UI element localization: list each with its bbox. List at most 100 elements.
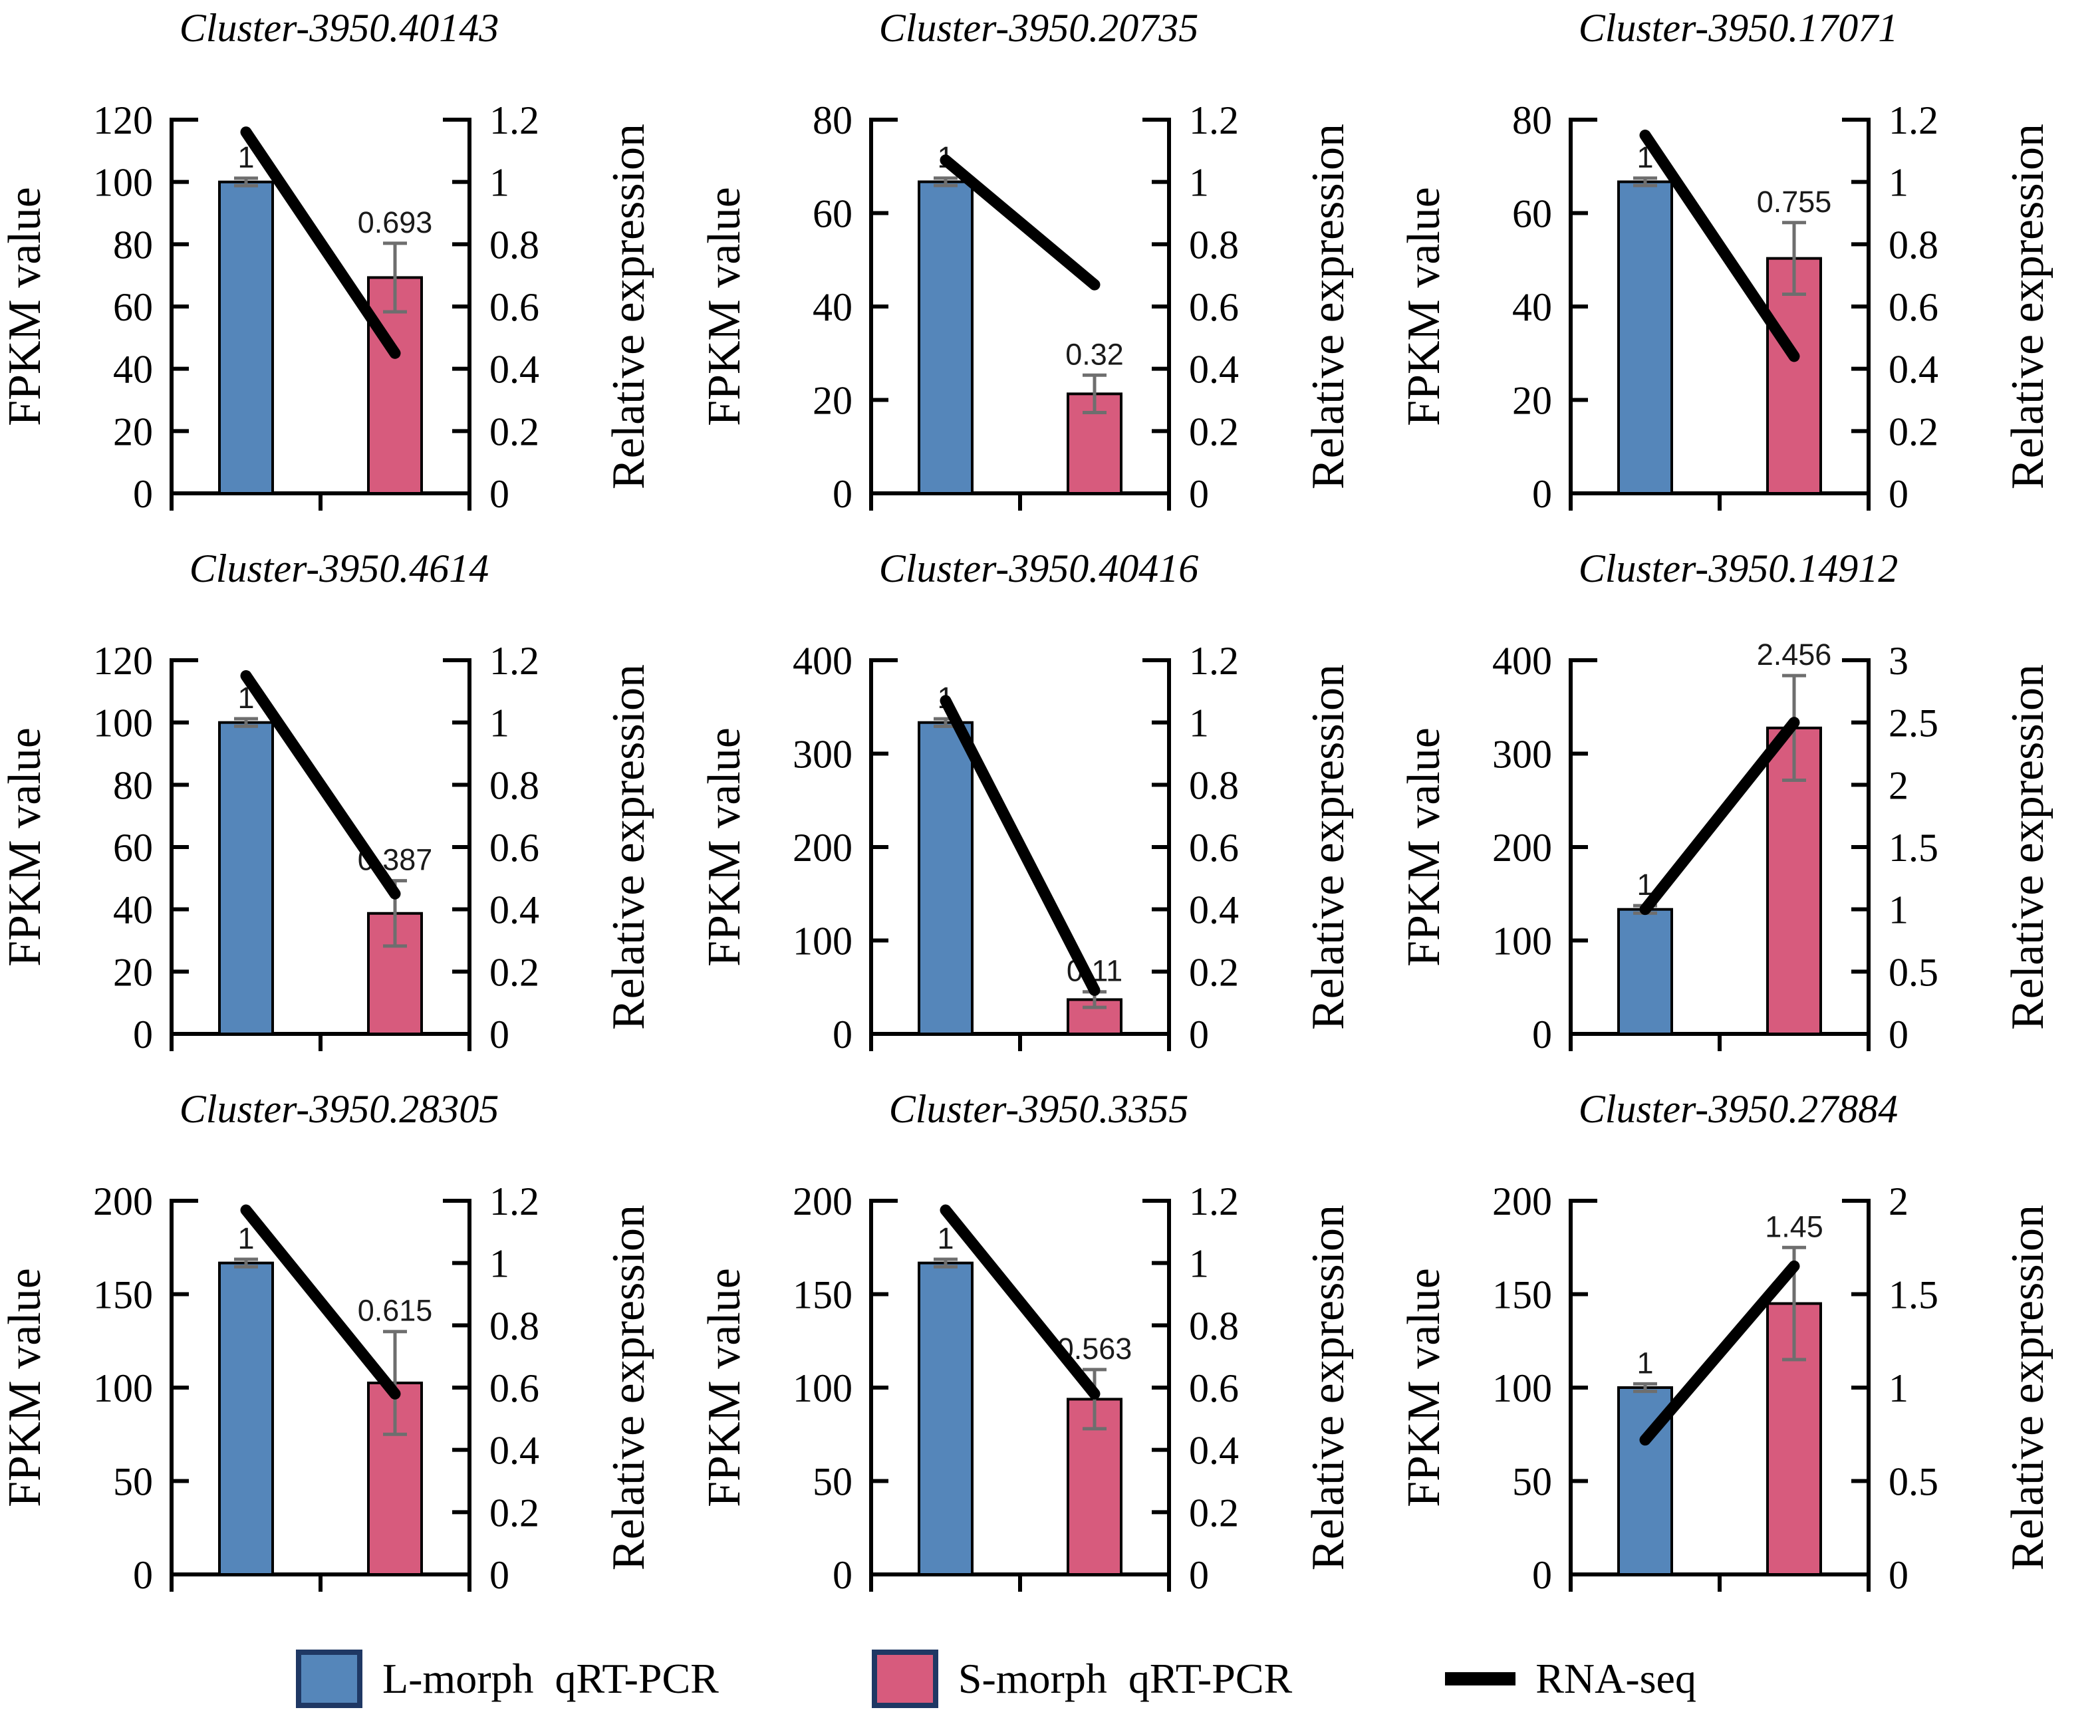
right-tick-label: 0.8 [1189, 763, 1239, 807]
legend-label-s-morph: S-morph qRT-PCR [958, 1655, 1293, 1702]
chart-panel: Cluster-3950.40143 0 20 40 60 80 100 120 0 0.2 0.4… [0, 6, 654, 516]
bar-s-morph [1067, 998, 1122, 1036]
right-tick-label: 1.2 [489, 639, 539, 683]
chart-panel: Cluster-3950.28305 0 50 100 150 200 0 0.2 0.4 0.6… [0, 1087, 654, 1597]
left-tick-label: 0 [833, 1013, 853, 1056]
right-tick-label: 1 [1889, 888, 1908, 932]
right-tick-label: 0 [1189, 472, 1209, 516]
s-morph-swatch [871, 1650, 938, 1708]
left-tick-label: 0 [133, 1553, 153, 1597]
right-tick-label: 1 [489, 701, 509, 745]
rna-seq-line [240, 126, 401, 359]
rna-seq-line [240, 670, 401, 900]
right-tick-label: 0.8 [489, 1304, 539, 1348]
right-tick-label: 3 [1889, 639, 1908, 683]
left-tick-label: 150 [93, 1273, 153, 1317]
right-tick-label: 0.4 [1189, 1429, 1239, 1473]
right-tick-label: 1.5 [1889, 826, 1938, 870]
bar-s-morph [1766, 257, 1822, 495]
left-tick-label: 80 [113, 763, 153, 807]
left-tick-label: 100 [93, 701, 153, 745]
right-tick-label: 0.6 [489, 826, 539, 870]
right-tick-label: 0.6 [489, 1366, 539, 1410]
right-tick-label: 0.5 [1889, 1460, 1938, 1504]
right-tick-label: 1.2 [489, 98, 539, 142]
l-morph-swatch [296, 1650, 362, 1708]
left-tick-label: 20 [113, 950, 153, 994]
right-axis-title: Relative expression [603, 664, 654, 1030]
bar-l-morph [218, 1261, 274, 1576]
right-axis-title: Relative expression [1303, 1205, 1354, 1570]
right-axis-title: Relative expression [2002, 124, 2053, 489]
bar-value-label: 1 [1637, 1346, 1653, 1380]
right-tick-label: 0 [489, 1553, 509, 1597]
left-tick-label: 400 [793, 639, 853, 683]
bar-l-morph [918, 1261, 974, 1576]
left-tick-label: 0 [833, 472, 853, 516]
left-tick-label: 120 [93, 639, 153, 683]
bar-value-label: 1 [937, 1221, 954, 1255]
left-axis-title: FPKM value [1399, 187, 1450, 426]
left-axis-title: FPKM value [0, 1268, 51, 1507]
right-tick-label: 0 [489, 1013, 509, 1056]
panel-title: Cluster-3950.40143 [180, 6, 499, 50]
panel-title: Cluster-3950.14912 [1579, 547, 1898, 590]
left-tick-label: 400 [1492, 639, 1552, 683]
right-tick-label: 0.6 [489, 285, 539, 329]
left-tick-label: 100 [93, 1366, 153, 1410]
right-tick-label: 0.6 [1189, 826, 1239, 870]
charts-grid: Cluster-3950.40143 0 20 40 60 80 100 120 0 0.2 0.4… [0, 6, 2053, 1597]
left-tick-label: 40 [813, 285, 853, 329]
left-tick-label: 0 [1532, 472, 1552, 516]
right-tick-label: 1 [1189, 1242, 1209, 1286]
right-tick-label: 1.2 [1889, 98, 1938, 142]
bar-value-label: 2.456 [1757, 638, 1832, 672]
right-tick-label: 0.4 [1189, 348, 1239, 392]
left-tick-label: 150 [1492, 1273, 1552, 1317]
rna-seq-line [1639, 1260, 1800, 1446]
legend-label-l-morph: L-morph qRT-PCR [382, 1655, 719, 1702]
bar-value-label: 0.615 [358, 1294, 433, 1328]
right-axis-title: Relative expression [2002, 1205, 2053, 1570]
right-tick-label: 0 [1889, 472, 1908, 516]
left-axis-title: FPKM value [0, 187, 51, 426]
right-tick-label: 0.4 [489, 888, 539, 932]
left-tick-label: 40 [1512, 285, 1552, 329]
panel-title: Cluster-3950.3355 [889, 1087, 1188, 1131]
panel-title: Cluster-3950.17071 [1579, 6, 1898, 50]
left-tick-label: 100 [1492, 1366, 1552, 1410]
legend-item-l-morph: L-morph qRT-PCR [296, 1650, 719, 1708]
panel-title: Cluster-3950.4614 [190, 547, 489, 590]
panel-title: Cluster-3950.20735 [879, 6, 1198, 50]
left-tick-label: 0 [133, 1013, 153, 1056]
right-tick-label: 0.8 [489, 763, 539, 807]
right-tick-label: 2.5 [1889, 701, 1938, 745]
left-tick-label: 100 [1492, 920, 1552, 963]
chart-panel: Cluster-3950.14912 0 100 200 300 400 0 0.5 1 1.5 2… [1399, 547, 2053, 1056]
right-tick-label: 1.5 [1889, 1273, 1938, 1317]
bar-value-label: 0.693 [358, 205, 433, 239]
left-tick-label: 0 [1532, 1013, 1552, 1056]
panel-title: Cluster-3950.27884 [1579, 1087, 1898, 1131]
right-tick-label: 0.6 [1889, 285, 1938, 329]
right-tick-label: 1.2 [1189, 1179, 1239, 1223]
chart-panel: Cluster-3950.4614 0 20 40 60 80 100 120 0 0.2 0.4 0… [0, 547, 654, 1056]
right-tick-label: 1.2 [489, 1179, 539, 1223]
left-tick-label: 60 [113, 285, 153, 329]
right-tick-label: 1.2 [1189, 98, 1239, 142]
rna-seq-line [1639, 717, 1800, 916]
bar-value-label: 0.32 [1065, 337, 1124, 371]
bar-value-label: 1.45 [1765, 1209, 1823, 1243]
rna-seq-line [240, 1204, 401, 1400]
bar-value-label: 0.755 [1757, 185, 1832, 219]
right-axis-title: Relative expression [1303, 664, 1354, 1030]
right-tick-label: 0 [1889, 1553, 1908, 1597]
right-tick-label: 0 [489, 472, 509, 516]
bar-value-label: 1 [237, 1221, 254, 1255]
left-tick-label: 200 [793, 826, 853, 870]
right-tick-label: 0.4 [1889, 348, 1938, 392]
left-tick-label: 0 [833, 1553, 853, 1597]
right-tick-label: 0.2 [1189, 950, 1239, 994]
legend-item-s-morph: S-morph qRT-PCR [871, 1650, 1293, 1708]
right-tick-label: 1 [1189, 161, 1209, 205]
